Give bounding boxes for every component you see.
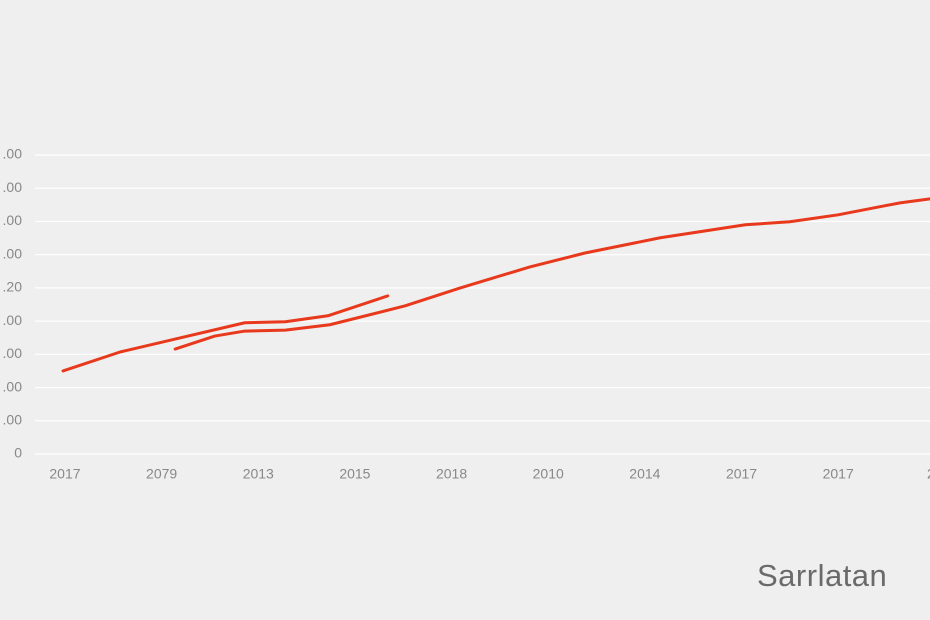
y-tick-label: .00 — [3, 245, 23, 261]
y-tick-label: 0 — [14, 445, 22, 461]
x-tick-label: 2013 — [243, 466, 274, 482]
y-tick-label: .00 — [3, 345, 23, 361]
y-tick-label: .00 — [3, 378, 23, 394]
x-tick-label: 2018 — [436, 466, 467, 482]
y-tick-label: .00 — [3, 212, 23, 228]
line — [173, 197, 930, 351]
y-tick-label: .00 — [3, 312, 23, 328]
x-tick-label: 2017 — [823, 466, 854, 482]
y-tick-label: .20 — [3, 279, 23, 295]
y-tick-label: .00 — [3, 146, 23, 162]
x-tick-label: 2014 — [629, 466, 660, 482]
x-tick-label: 2079 — [146, 466, 177, 482]
x-tick-label: 2017 — [726, 466, 757, 482]
line — [61, 294, 390, 373]
x-tick-label: 2017 — [49, 466, 80, 482]
y-tick-label: .00 — [3, 179, 23, 195]
x-tick-label: 2015 — [339, 466, 370, 482]
x-tick-label: 20 — [927, 466, 930, 482]
y-tick-label: .00 — [3, 411, 23, 427]
watermark: Sarrlatan — [757, 558, 887, 593]
x-tick-label: 2010 — [533, 466, 564, 482]
